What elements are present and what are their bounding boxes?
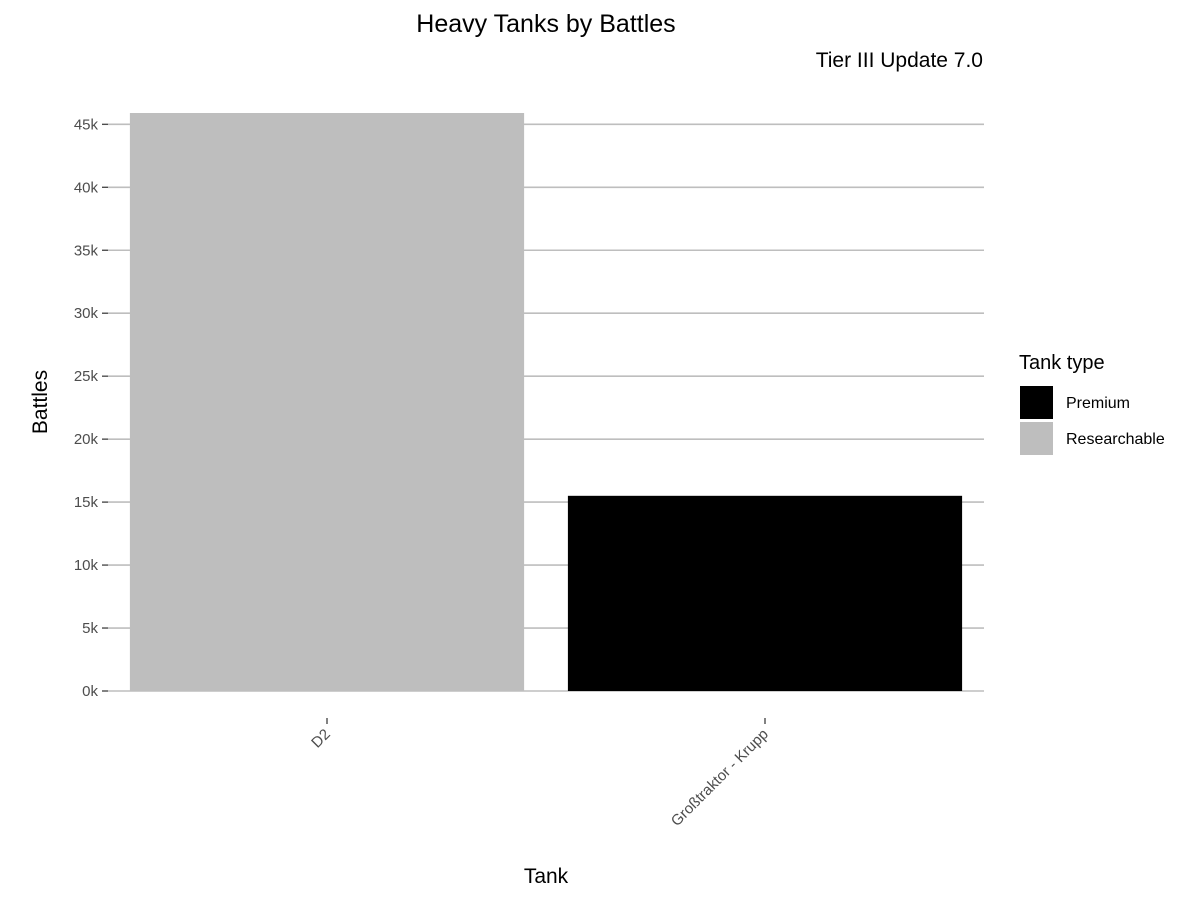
x-axis: D2 Großtraktor - Krupp (308, 718, 772, 830)
y-tick-label: 5k (82, 620, 98, 637)
x-tick-label: Großtraktor - Krupp (668, 726, 772, 830)
bar-1 (129, 113, 525, 691)
legend-key-researchable (1020, 422, 1053, 455)
legend-key-premium (1020, 386, 1053, 419)
y-axis: 0k 5k 10k 15k 20k 25k 30k 35k 40k 45k (74, 116, 108, 700)
y-tick-label: 45k (74, 116, 99, 133)
legend: Tank type Premium Researchable (1019, 352, 1165, 455)
y-axis-title: Battles (29, 370, 52, 434)
bar-2 (567, 495, 963, 691)
legend-title: Tank type (1019, 352, 1105, 374)
legend-label: Premium (1066, 395, 1130, 412)
chart-subtitle: Tier III Update 7.0 (816, 49, 983, 72)
y-tick-label: 10k (74, 557, 99, 574)
y-tick-label: 35k (74, 242, 99, 259)
y-tick-label: 30k (74, 305, 99, 322)
bars (129, 113, 963, 691)
x-tick-label: D2 (308, 726, 334, 752)
y-tick-label: 20k (74, 431, 99, 448)
x-axis-title: Tank (524, 865, 569, 888)
y-tick-label: 0k (82, 683, 98, 700)
legend-label: Researchable (1066, 431, 1165, 448)
y-tick-label: 40k (74, 179, 99, 196)
y-tick-label: 15k (74, 494, 99, 511)
y-tick-label: 25k (74, 368, 99, 385)
chart-title: Heavy Tanks by Battles (416, 10, 675, 38)
